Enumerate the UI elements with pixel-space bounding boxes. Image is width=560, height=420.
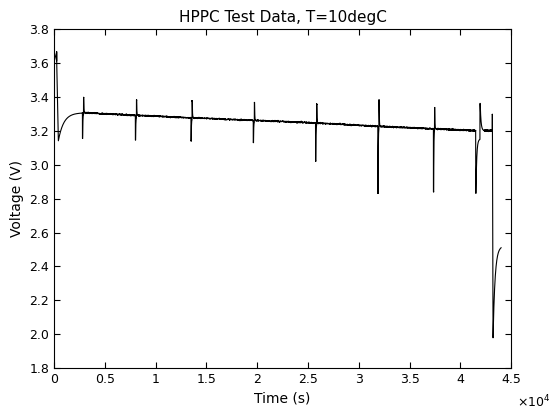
Title: HPPC Test Data, T=10degC: HPPC Test Data, T=10degC (179, 10, 386, 25)
X-axis label: Time (s): Time (s) (254, 392, 311, 406)
Y-axis label: Voltage (V): Voltage (V) (10, 160, 24, 237)
Text: $\times10^4$: $\times10^4$ (517, 394, 550, 410)
